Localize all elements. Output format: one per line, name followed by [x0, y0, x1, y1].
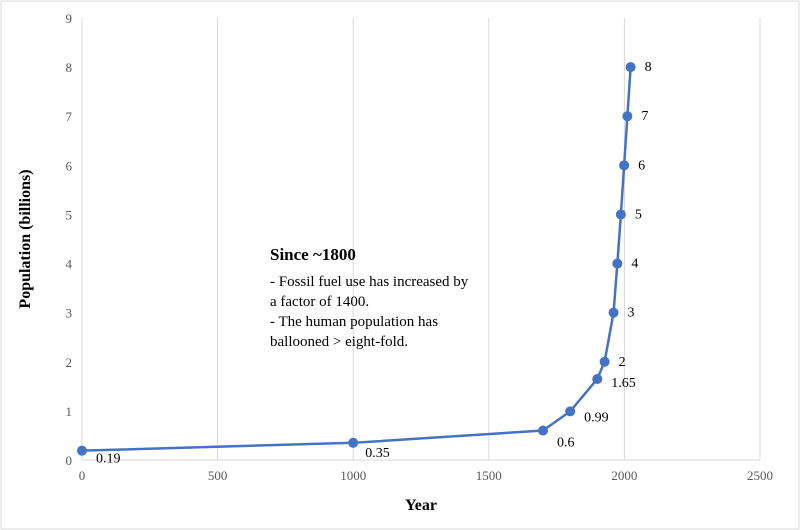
callout-line: a factor of 1400.	[270, 294, 369, 310]
x-tick-label: 1000	[340, 468, 366, 483]
value-label: 1.65	[611, 376, 636, 391]
value-label: 4	[631, 257, 638, 272]
y-tick-label: 1	[66, 404, 73, 419]
y-tick-label: 5	[66, 207, 73, 222]
value-label: 7	[641, 109, 648, 124]
value-label: 0.35	[365, 446, 390, 461]
data-marker	[77, 446, 87, 456]
data-marker	[600, 357, 610, 367]
y-tick-label: 4	[66, 257, 73, 272]
series-line	[82, 67, 631, 451]
y-tick-label: 8	[66, 60, 73, 75]
x-tick-label: 1500	[476, 468, 502, 483]
chart-svg: 0 500 1000 1500 2000 2500 0 1 2 3 4 5 6 7 8 9 Year Popula…	[0, 0, 800, 530]
value-label: 0.99	[584, 410, 609, 425]
value-label: 6	[638, 158, 645, 173]
value-label: 8	[645, 60, 652, 75]
data-marker	[619, 160, 629, 170]
value-label: 0.19	[96, 452, 121, 467]
x-tick-label: 500	[208, 468, 228, 483]
callout-line: ballooned > eight-fold.	[270, 334, 408, 350]
callout-line: - Fossil fuel use has increased by	[270, 274, 469, 290]
x-axis-title: Year	[405, 497, 437, 514]
x-tick-label: 0	[79, 468, 86, 483]
data-marker	[609, 308, 619, 318]
data-marker	[538, 426, 548, 436]
x-tick-label: 2000	[611, 468, 637, 483]
data-marker	[616, 209, 626, 219]
y-tick-label: 2	[66, 355, 73, 370]
y-tick-label: 7	[66, 109, 73, 124]
y-tick-label: 6	[66, 158, 73, 173]
data-marker	[348, 438, 358, 448]
y-axis-title: Population (billions)	[17, 169, 34, 308]
population-chart: 0 500 1000 1500 2000 2500 0 1 2 3 4 5 6 7 8 9 Year Popula…	[0, 0, 800, 530]
callout-line: - The human population has	[270, 314, 438, 330]
y-tick-label: 9	[66, 11, 73, 26]
data-marker	[592, 374, 602, 384]
callout-title: Since ~1800	[270, 245, 356, 264]
value-label: 3	[628, 306, 635, 321]
y-tick-label: 3	[66, 306, 73, 321]
value-label: 0.6	[557, 436, 575, 451]
y-tick-label: 0	[66, 453, 73, 468]
x-tick-label: 2500	[747, 468, 773, 483]
value-label: 5	[635, 207, 642, 222]
data-marker	[622, 111, 632, 121]
data-marker	[565, 406, 575, 416]
data-marker	[626, 62, 636, 72]
data-marker	[612, 259, 622, 269]
value-label: 2	[619, 355, 626, 370]
